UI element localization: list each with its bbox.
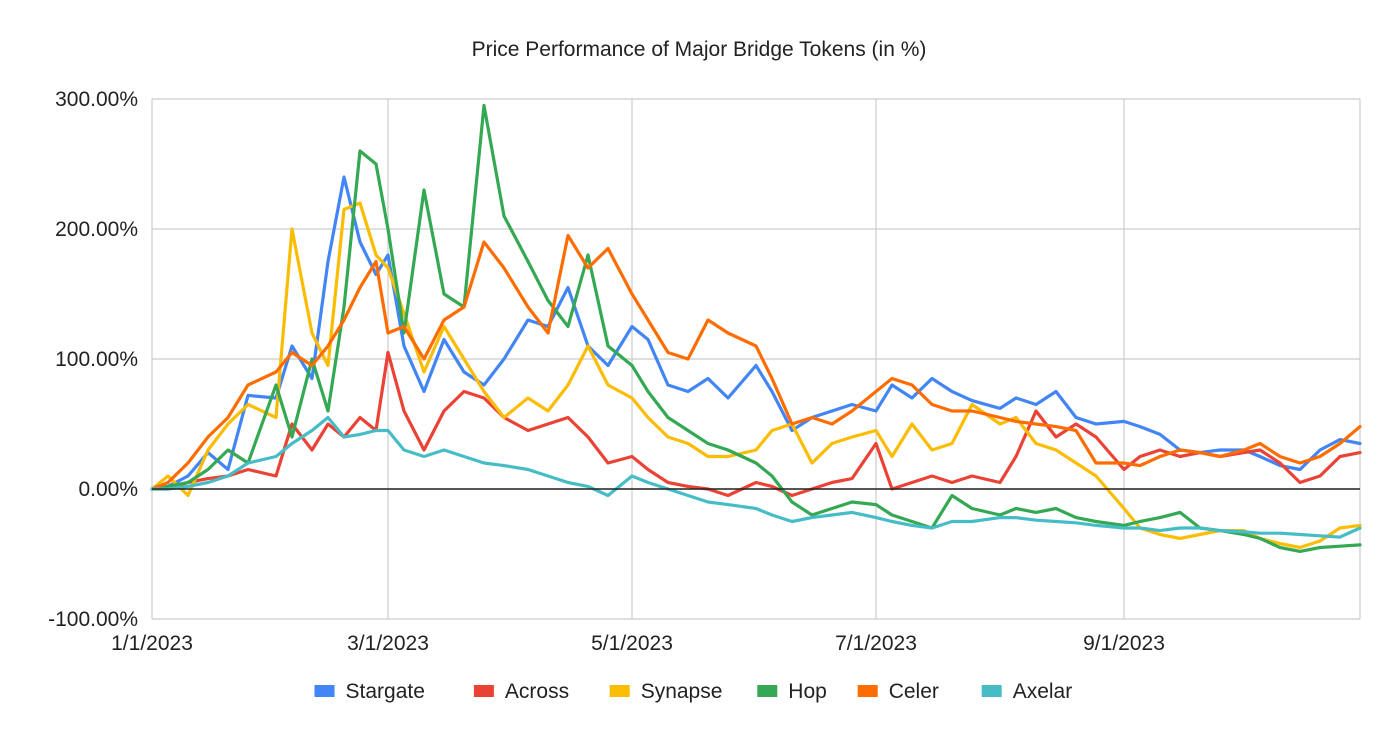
legend-label-celer: Celer	[889, 680, 939, 703]
legend-swatch-synapse	[609, 685, 630, 697]
y-tick-label: 0.00%	[78, 478, 138, 501]
y-tick-label: 300.00%	[55, 88, 138, 111]
x-axis-ticks: 1/1/2023 3/1/2023 5/1/2023 7/1/2023 9/1/2023	[111, 632, 1165, 655]
series-line-celer	[150, 233, 1362, 491]
x-tick-label: 7/1/2023	[835, 632, 917, 655]
y-tick-label: 200.00%	[55, 218, 138, 241]
x-tick-label: 1/1/2023	[111, 632, 193, 655]
series-line-stargate	[150, 175, 1362, 491]
legend-swatch-stargate	[314, 685, 335, 697]
legend-label-axelar: Axelar	[1013, 680, 1073, 703]
legend: Stargate Across Synapse Hop Celer Axelar	[314, 680, 1073, 703]
legend-swatch-hop	[757, 685, 778, 697]
legend-swatch-axelar	[981, 685, 1002, 697]
legend-label-across: Across	[505, 680, 569, 703]
legend-swatch-celer	[857, 685, 878, 697]
chart-title: Price Performance of Major Bridge Tokens…	[472, 38, 927, 61]
y-axis-ticks: -100.00% 0.00% 100.00% 200.00% 300.00%	[48, 88, 138, 631]
series-lines	[150, 103, 1362, 553]
gridlines	[151, 98, 1361, 620]
series-line-synapse	[150, 201, 1362, 550]
y-tick-label: -100.00%	[48, 608, 138, 631]
series-line-axelar	[150, 415, 1362, 539]
legend-label-hop: Hop	[788, 680, 827, 703]
y-tick-label: 100.00%	[55, 348, 138, 371]
x-tick-label: 3/1/2023	[347, 632, 429, 655]
x-tick-label: 5/1/2023	[591, 632, 673, 655]
legend-label-synapse: Synapse	[641, 680, 723, 703]
legend-swatch-across	[473, 685, 494, 697]
x-tick-label: 9/1/2023	[1083, 632, 1165, 655]
legend-label-stargate: Stargate	[346, 680, 425, 703]
series-line-hop	[150, 103, 1362, 553]
